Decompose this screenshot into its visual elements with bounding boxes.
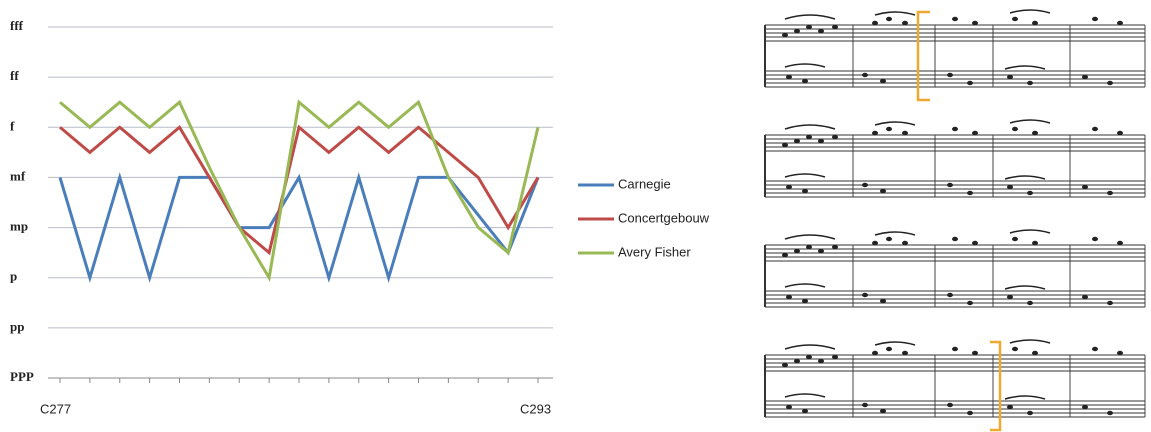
legend-label: Carnegie (618, 176, 671, 191)
y-tick-label: pp (10, 319, 24, 334)
legend-label: Avery Fisher (618, 244, 691, 259)
legend-label: Concertgebouw (618, 210, 710, 225)
x-tick-label: C277 (40, 401, 71, 416)
y-tick-label: f (10, 118, 15, 133)
y-tick-label: mp (10, 219, 28, 234)
y-tick-label: mf (10, 168, 26, 183)
page: PPPpppmpmfffffffC277C293CarnegieConcertg… (0, 0, 1151, 432)
y-tick-label: p (10, 269, 17, 284)
series-line (60, 127, 538, 252)
y-tick-label: fff (10, 18, 24, 33)
y-tick-label: PPP (10, 369, 34, 384)
x-tick-label: C293 (520, 401, 551, 416)
y-tick-label: ff (10, 68, 19, 83)
music-score (765, 10, 1145, 430)
